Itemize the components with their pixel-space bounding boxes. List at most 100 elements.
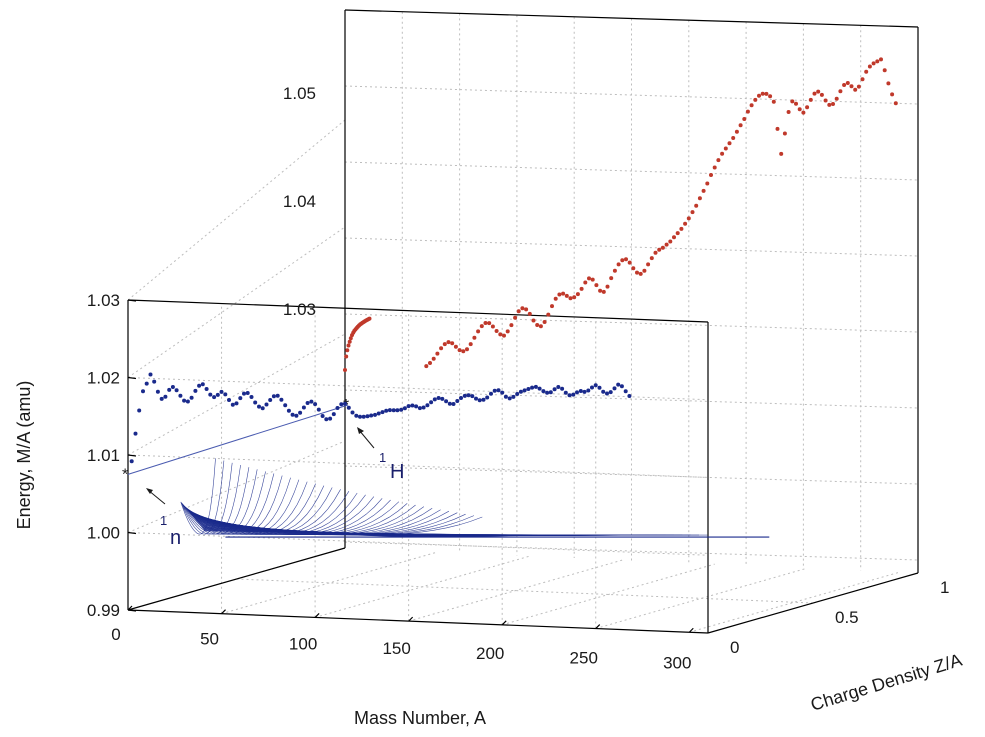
red-data-point: [686, 216, 691, 221]
red-data-point: [709, 173, 713, 177]
fan-curve: [181, 462, 233, 535]
red-data-point: [446, 340, 451, 345]
red-data-point: [439, 346, 444, 351]
red-data-point: [812, 91, 817, 96]
red-data-point: [494, 329, 499, 333]
red-data-point: [572, 295, 577, 300]
red-data-point: [538, 324, 543, 329]
blue-data-point: [496, 388, 501, 393]
blue-data-point: [548, 390, 553, 395]
grid-line-side: [127, 226, 346, 378]
red-data-point: [867, 64, 872, 69]
blue-data-point: [462, 393, 467, 398]
y-tick-label: 1.01: [87, 446, 120, 465]
grid-line-front-horizontal: [127, 377, 709, 401]
blue-data-point: [451, 402, 456, 406]
blue-data-point: [301, 405, 306, 410]
blue-data-point: [590, 385, 594, 390]
red-data-point: [716, 158, 721, 163]
blue-data-point: [578, 389, 583, 393]
blue-data-point: [264, 402, 269, 407]
red-data-point: [731, 136, 736, 140]
blue-data-point: [331, 412, 336, 417]
red-data-point: [601, 289, 606, 294]
red-data-point: [734, 129, 739, 134]
red-data-point: [490, 324, 495, 329]
red-data-point: [845, 81, 850, 85]
grid-line-floor-depth: [689, 571, 900, 633]
blue-data-point: [339, 402, 344, 407]
tick-labels: 0.99 1.00 1.01 1.02 1.03 1.03 1.04 1.05 0 50 100 15…: [87, 84, 950, 672]
blue-data-point: [298, 410, 303, 415]
blue-data-point: [373, 412, 377, 417]
z-axis-line: [707, 572, 919, 634]
y-tick-label: 1.03: [87, 291, 120, 310]
red-data-point: [856, 84, 861, 89]
blue-data-point: [223, 392, 228, 397]
blue-data-point: [144, 381, 149, 386]
red-data-point: [579, 286, 584, 291]
blue-data-point: [556, 385, 561, 389]
red-data-point: [344, 354, 349, 359]
red-data-point: [875, 59, 880, 64]
blue-data-point: [410, 403, 415, 408]
red-data-point: [624, 257, 628, 262]
blue-data-point: [257, 404, 261, 409]
red-data-point: [347, 339, 352, 344]
floor-left-edge: [127, 547, 346, 611]
red-data-point: [348, 336, 353, 341]
red-data-point: [453, 344, 458, 349]
annotation-neutron-label: n: [170, 527, 181, 549]
red-data-point: [646, 262, 651, 267]
blue-data-point: [242, 391, 246, 396]
red-data-point: [790, 99, 795, 104]
red-data-point: [465, 347, 469, 352]
red-data-point: [827, 102, 832, 107]
blue-data-point: [612, 386, 617, 391]
blue-data-point: [560, 386, 565, 391]
blue-data-point: [204, 387, 209, 391]
red-data-point: [768, 94, 773, 99]
blue-data-point: [384, 408, 389, 413]
red-data-point: [535, 323, 540, 327]
blue-data-point: [507, 396, 512, 401]
red-data-point: [842, 83, 847, 87]
blue-data-point: [343, 401, 347, 406]
grid: [127, 10, 919, 633]
blue-data-point: [492, 388, 497, 393]
blue-data-point: [533, 384, 538, 389]
x-axis-line: [127, 609, 709, 634]
blue-data-point: [163, 394, 168, 399]
red-data-point: [805, 105, 810, 110]
blue-data-point: [563, 390, 568, 395]
red-data-point: [616, 262, 621, 267]
grid-line-back-horizontal: [344, 237, 919, 257]
blue-data-point: [275, 393, 280, 398]
red-data-point: [838, 89, 843, 94]
red-data-point: [683, 221, 688, 226]
blue-data-point: [358, 414, 362, 419]
grid-line-floor-depth: [408, 559, 623, 622]
blue-data-point: [537, 386, 542, 391]
red-data-point: [705, 181, 710, 186]
red-data-point: [431, 356, 436, 361]
blue-data-point: [586, 388, 591, 393]
blue-data-point: [305, 401, 310, 405]
grid-line-back-horizontal: [344, 465, 919, 485]
blue-data-point: [477, 398, 482, 403]
red-data-point: [779, 151, 784, 156]
blue-data-point: [571, 392, 576, 397]
x-axis-label: Mass Number, A: [354, 708, 486, 728]
x-tick-label: 0: [111, 625, 120, 644]
blue-data-point: [459, 396, 463, 400]
fan-curve: [181, 464, 241, 535]
blue-data-point: [444, 399, 449, 404]
red-data-point: [583, 280, 588, 285]
red-data-point: [697, 196, 702, 201]
blue-data-point: [481, 397, 486, 402]
red-data-point: [516, 309, 521, 314]
red-data-point: [468, 342, 473, 347]
red-data-point: [871, 61, 876, 66]
blue-data-point: [215, 392, 220, 397]
